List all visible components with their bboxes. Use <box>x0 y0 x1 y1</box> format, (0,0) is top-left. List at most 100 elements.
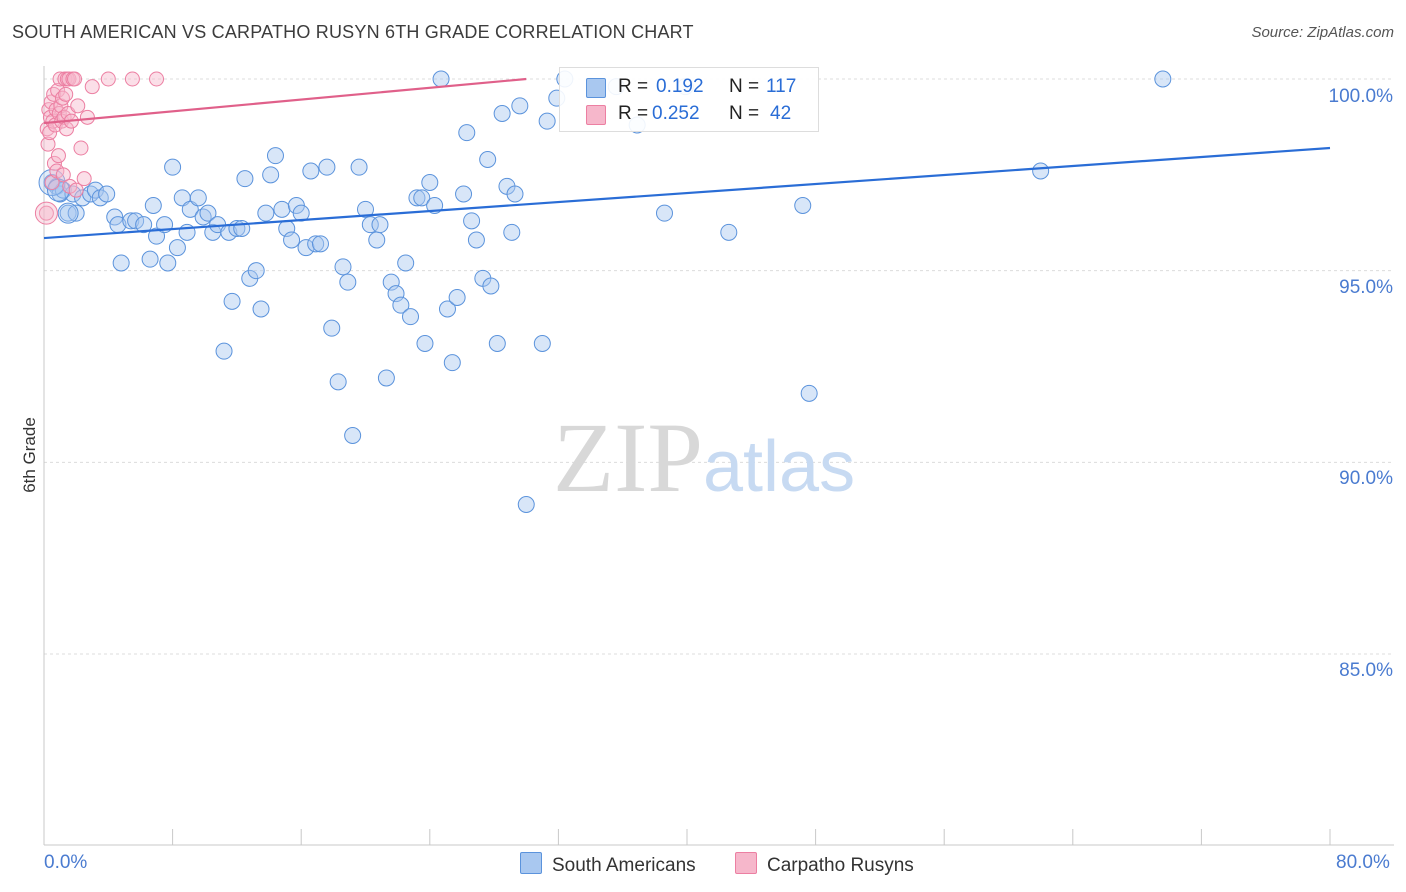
south-american-point <box>458 124 476 142</box>
bottom-legend-label: South Americans <box>552 855 696 876</box>
south-american-point <box>443 354 461 372</box>
south-american-point <box>318 158 336 176</box>
south-american-point <box>273 200 291 218</box>
south-american-point <box>141 250 159 268</box>
legend-swatch-pink <box>586 105 606 125</box>
south-american-point <box>517 496 535 513</box>
south-american-point <box>266 147 284 165</box>
legend-r-value: 0.192 <box>656 76 704 97</box>
south-american-point <box>794 197 812 214</box>
south-american-point <box>479 151 497 168</box>
legend-r-label: R = <box>618 103 649 124</box>
south-american-point <box>112 254 130 272</box>
south-american-point <box>339 273 357 291</box>
south-american-point <box>467 231 485 249</box>
bottom-legend-carpatho-rusyns: Carpatho Rusyns <box>735 852 914 877</box>
south-american-point <box>655 204 673 222</box>
south-american-point <box>215 342 233 360</box>
south-american-point <box>189 189 207 207</box>
carpatho-rusyn-point <box>73 140 89 156</box>
gridlines <box>44 78 1394 655</box>
bottom-legend-swatch-blue <box>520 852 542 874</box>
south-american-point <box>493 105 511 122</box>
south-american-point <box>223 292 241 310</box>
south-american-point <box>377 369 395 387</box>
south-american-point <box>257 204 275 222</box>
legend-n-label: N = <box>729 76 760 97</box>
axes <box>43 66 1394 846</box>
carpatho-rusyn-point <box>61 71 77 87</box>
south-american-point <box>371 216 389 234</box>
watermark-atlas: atlas <box>703 427 856 507</box>
south-american-point <box>283 231 301 249</box>
south-american-point <box>720 223 738 241</box>
south-american-point <box>159 254 177 272</box>
south-american-point <box>538 112 556 130</box>
carpatho-rusyn-points <box>34 71 165 225</box>
zipatlas-watermark: ZIPatlas <box>553 400 855 515</box>
south-american-trend-line <box>43 146 1331 240</box>
south-american-point <box>334 258 352 276</box>
stats-legend: R = 0.192 N = 117 R = 0.252 N = 42 <box>559 67 819 132</box>
south-american-point <box>236 170 254 188</box>
south-american-point <box>1032 162 1050 180</box>
south-american-point <box>144 197 162 214</box>
south-american-point <box>448 289 466 306</box>
carpatho-rusyn-point <box>34 201 58 225</box>
south-american-point <box>533 335 551 352</box>
south-american-point <box>350 158 368 176</box>
south-american-points <box>38 70 1172 513</box>
x-tick-label-left: 0.0% <box>44 852 88 873</box>
south-american-point <box>463 212 481 230</box>
legend-r-label: R = <box>618 76 649 97</box>
south-american-point <box>506 185 524 203</box>
south-american-point <box>357 200 374 218</box>
carpatho-rusyn-point <box>67 71 83 87</box>
south-american-point <box>455 185 473 203</box>
y-tick-label-90: 90.0% <box>1339 468 1393 489</box>
carpatho-rusyn-point <box>50 148 66 164</box>
south-american-point <box>323 319 341 337</box>
south-american-point <box>421 174 439 191</box>
chart-title: SOUTH AMERICAN VS CARPATHO RUSYN 6TH GRA… <box>12 22 694 42</box>
y-tick-label-85: 85.0% <box>1339 660 1393 681</box>
south-american-point <box>181 200 199 218</box>
carpatho-rusyn-point <box>124 71 140 87</box>
south-american-point <box>168 239 186 257</box>
south-american-point <box>402 308 420 326</box>
south-american-point <box>67 204 85 222</box>
carpatho-rusyn-point <box>84 79 100 95</box>
south-american-point <box>488 335 506 352</box>
south-american-point <box>247 262 265 280</box>
carpatho-rusyn-point <box>79 109 95 125</box>
south-american-point <box>302 162 320 180</box>
south-american-point <box>262 166 280 184</box>
south-american-point <box>408 189 426 207</box>
legend-n-label: N = <box>729 103 760 124</box>
carpatho-rusyn-point <box>58 86 74 102</box>
south-american-point <box>482 277 500 295</box>
south-american-point <box>800 384 818 402</box>
y-axis-label: 6th Grade <box>20 417 39 493</box>
south-american-point <box>164 158 182 176</box>
south-american-point <box>122 212 140 230</box>
y-tick-label-95: 95.0% <box>1339 277 1393 298</box>
south-american-point <box>1154 70 1172 88</box>
south-american-point <box>511 97 529 115</box>
y-tick-label-100: 100.0% <box>1328 86 1393 107</box>
south-american-point <box>98 185 116 203</box>
south-american-point <box>397 254 415 272</box>
carpatho-rusyn-point <box>149 71 165 87</box>
bottom-legend-south-americans: South Americans <box>520 852 696 877</box>
carpatho-rusyn-point <box>55 167 71 183</box>
legend-n-value: 42 <box>770 103 792 124</box>
bottom-legend-label: Carpatho Rusyns <box>767 855 914 876</box>
carpatho-rusyn-trend-line <box>43 77 527 125</box>
carpatho-rusyn-point <box>40 136 56 152</box>
south-american-point <box>416 335 434 352</box>
carpatho-rusyn-point <box>100 71 116 87</box>
south-american-point <box>199 204 217 222</box>
south-american-point <box>344 427 362 444</box>
south-american-point <box>74 189 92 207</box>
